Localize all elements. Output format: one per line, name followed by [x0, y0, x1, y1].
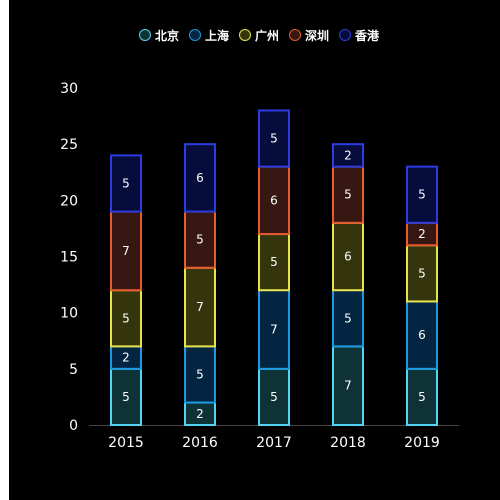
bar-value-label: 2 — [196, 407, 204, 421]
bar-segment[interactable] — [110, 367, 142, 427]
bar-segment[interactable] — [258, 109, 290, 168]
legend-swatch-icon — [238, 29, 251, 41]
bar-value-label: 5 — [270, 390, 278, 404]
bar-value-label: 6 — [418, 328, 426, 342]
bar-value-label: 5 — [196, 367, 204, 381]
chart-area: 北京 上海 广州 深圳 香港 0 5 10 15 20 25 30 5 2 5 7 5 2015 2 5 7 5 6 201… — [9, 0, 500, 500]
legend-item[interactable]: 广州 — [238, 27, 279, 45]
bar-segment[interactable] — [258, 233, 290, 292]
bar-value-label: 5 — [270, 132, 278, 146]
legend-swatch-icon — [188, 29, 201, 41]
bar-value-label: 5 — [418, 188, 426, 202]
legend-item[interactable]: 上海 — [188, 27, 229, 45]
bar-value-label: 5 — [418, 266, 426, 280]
legend-label: 上海 — [204, 29, 229, 43]
legend-label: 广州 — [254, 29, 279, 43]
y-tick-label: 30 — [60, 81, 78, 97]
stacked-bar-chart: 0510152025305257520152575620165756520177… — [60, 81, 459, 451]
y-tick-label: 0 — [69, 418, 78, 434]
bar-value-label: 5 — [122, 176, 130, 190]
legend-swatch-icon — [138, 29, 151, 41]
x-tick-label: 2017 — [256, 435, 292, 451]
chart-legend[interactable]: 北京 上海 广州 深圳 香港 — [9, 27, 500, 45]
bar-value-label: 6 — [270, 193, 278, 207]
legend-label: 香港 — [355, 29, 380, 43]
bar-value-label: 5 — [122, 311, 130, 325]
bar-segment[interactable] — [110, 154, 142, 213]
x-tick-label: 2018 — [330, 435, 366, 451]
bar-segment[interactable] — [332, 165, 364, 224]
bar-value-label: 5 — [344, 188, 352, 202]
legend-label: 北京 — [154, 29, 179, 43]
bar-value-label: 2 — [122, 351, 130, 365]
bar-segment[interactable] — [184, 266, 216, 348]
bar-value-label: 2 — [418, 227, 426, 241]
bar-value-label: 7 — [122, 244, 130, 258]
bar-value-label: 5 — [418, 390, 426, 404]
bar-segment[interactable] — [332, 143, 364, 168]
legend-item[interactable]: 深圳 — [289, 27, 329, 45]
bar-value-label: 5 — [344, 311, 352, 325]
bar-segment[interactable] — [258, 165, 290, 236]
y-tick-label: 5 — [69, 362, 78, 378]
bar-value-label: 2 — [344, 148, 352, 162]
bar-value-label: 5 — [270, 255, 278, 269]
legend-label: 深圳 — [305, 29, 330, 43]
legend-item[interactable]: 香港 — [339, 27, 379, 45]
x-tick-label: 2019 — [404, 435, 440, 451]
y-tick-label: 10 — [60, 306, 78, 322]
bar-segment[interactable] — [258, 289, 290, 370]
y-tick-label: 15 — [60, 250, 78, 266]
bar-segment[interactable] — [110, 289, 142, 348]
y-tick-label: 20 — [60, 193, 78, 209]
bar-value-label: 6 — [196, 171, 204, 185]
bar-value-label: 5 — [122, 390, 130, 404]
bar-segment[interactable] — [406, 165, 438, 224]
y-tick-label: 25 — [60, 137, 78, 153]
x-tick-label: 2016 — [182, 435, 218, 451]
bar-segment[interactable] — [184, 143, 216, 213]
bar-value-label: 7 — [196, 300, 204, 314]
bar-value-label: 7 — [344, 379, 352, 393]
bar-value-label: 5 — [196, 233, 204, 247]
bar-segment[interactable] — [184, 345, 216, 404]
legend-item[interactable]: 北京 — [138, 27, 179, 45]
x-tick-label: 2015 — [108, 435, 144, 451]
bar-value-label: 7 — [270, 323, 278, 337]
legend-swatch-icon — [289, 29, 301, 41]
bar-value-label: 6 — [344, 250, 352, 264]
legend-swatch-icon — [339, 29, 352, 41]
bar-segment[interactable] — [110, 210, 142, 292]
